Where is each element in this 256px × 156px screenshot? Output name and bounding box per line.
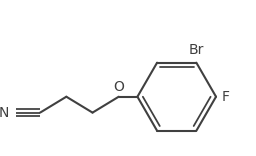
- Text: N: N: [0, 106, 9, 120]
- Text: O: O: [113, 80, 124, 94]
- Text: F: F: [222, 90, 230, 104]
- Text: Br: Br: [189, 43, 204, 57]
